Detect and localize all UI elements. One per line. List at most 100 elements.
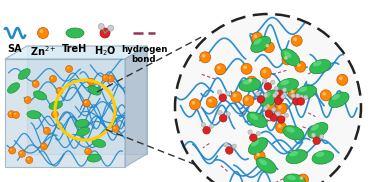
Circle shape [220,114,227,122]
Circle shape [232,144,237,148]
Ellipse shape [251,140,259,146]
Circle shape [263,106,268,110]
Circle shape [202,54,206,58]
Circle shape [209,124,214,128]
Circle shape [8,111,15,118]
Ellipse shape [259,159,267,165]
Circle shape [245,97,249,101]
Circle shape [57,89,60,91]
Circle shape [224,143,228,147]
Circle shape [9,112,11,114]
Circle shape [274,91,279,96]
Circle shape [276,90,284,98]
Circle shape [203,126,211,134]
Circle shape [45,129,47,131]
Circle shape [24,96,31,104]
Circle shape [278,105,282,109]
Circle shape [295,94,300,98]
Ellipse shape [256,157,276,173]
Circle shape [273,93,277,98]
Ellipse shape [92,139,106,147]
Circle shape [100,28,110,38]
Circle shape [251,32,262,43]
Circle shape [50,75,56,82]
Circle shape [256,131,260,136]
Text: SA: SA [8,44,22,54]
Circle shape [175,14,361,182]
Circle shape [102,74,109,82]
Circle shape [243,95,254,106]
Circle shape [291,94,295,98]
Circle shape [304,95,308,100]
Circle shape [291,90,294,93]
Ellipse shape [88,86,101,95]
Ellipse shape [239,78,261,92]
Ellipse shape [49,101,63,110]
Circle shape [83,100,90,106]
Circle shape [231,92,242,102]
Ellipse shape [260,90,279,107]
Ellipse shape [287,175,296,180]
Circle shape [85,101,87,103]
Ellipse shape [33,91,47,100]
Ellipse shape [316,152,324,157]
Circle shape [88,78,95,85]
Circle shape [276,103,287,114]
Circle shape [284,56,288,60]
Ellipse shape [247,112,267,128]
Circle shape [233,94,237,97]
Circle shape [274,97,282,105]
Ellipse shape [312,151,334,164]
Circle shape [256,92,260,96]
Ellipse shape [280,80,289,85]
Circle shape [107,75,114,82]
Circle shape [226,112,231,116]
Circle shape [281,94,285,99]
Circle shape [313,137,321,145]
Circle shape [262,79,267,83]
Ellipse shape [329,92,349,108]
Circle shape [270,114,277,121]
Circle shape [311,133,316,137]
Polygon shape [5,46,147,59]
Ellipse shape [281,49,300,66]
Circle shape [276,112,280,116]
Circle shape [291,35,302,46]
Circle shape [257,96,265,103]
Circle shape [14,113,16,115]
Circle shape [278,124,282,128]
Circle shape [246,76,257,87]
Ellipse shape [27,111,41,119]
Circle shape [297,174,308,182]
Polygon shape [27,46,147,154]
Circle shape [42,145,44,147]
Circle shape [299,95,304,99]
Circle shape [113,127,116,129]
Circle shape [10,149,12,151]
Circle shape [266,104,270,108]
Circle shape [89,80,91,82]
Circle shape [51,77,53,79]
Ellipse shape [308,122,328,138]
Circle shape [293,98,300,105]
Circle shape [56,88,63,94]
Circle shape [319,134,324,139]
Circle shape [282,92,287,97]
Circle shape [288,88,299,98]
Circle shape [83,100,90,107]
Circle shape [208,99,212,102]
Circle shape [27,158,29,160]
Circle shape [104,76,105,78]
Ellipse shape [18,69,30,80]
Circle shape [85,148,91,155]
Circle shape [276,95,284,103]
Circle shape [219,94,226,102]
Circle shape [112,125,119,132]
Circle shape [189,99,200,110]
Circle shape [264,83,272,90]
Circle shape [249,134,257,141]
Circle shape [300,176,303,180]
Circle shape [26,98,28,100]
Ellipse shape [251,36,271,52]
Circle shape [109,77,111,79]
